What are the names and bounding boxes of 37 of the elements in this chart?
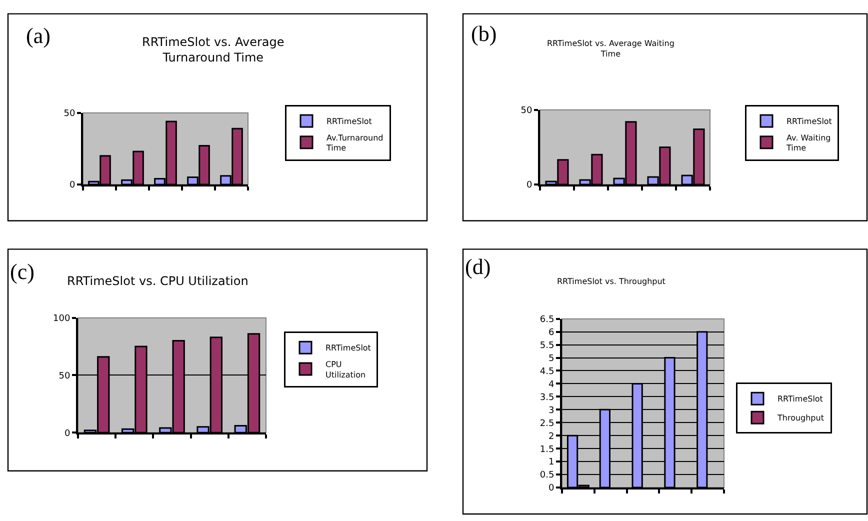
y-tick-label: 50 <box>64 109 76 120</box>
y-tick-label: 50 <box>520 106 532 116</box>
legend-label: Av.Turnaround Time <box>326 133 384 153</box>
legend-label: CPU Utilization <box>326 360 366 380</box>
chart-title: RRTimeSlot vs. Throughput <box>557 277 666 286</box>
y-tick-label: 5.5 <box>540 340 554 351</box>
y-tick-label: 100 <box>53 314 70 324</box>
text: (d) <box>465 254 491 279</box>
y-tick-label: 0 <box>526 180 532 191</box>
text: (a) <box>26 23 50 48</box>
chart-title: RRTimeSlot vs. CPU Utilization <box>67 274 248 288</box>
legend-label: RRTimeSlot <box>778 394 823 404</box>
y-tick-label: 0 <box>69 180 76 191</box>
y-tick-label: 0 <box>548 484 554 494</box>
y-tick-label: 4.5 <box>540 366 554 377</box>
y-tick-label: 2.5 <box>540 418 554 429</box>
y-tick-label: 0.5 <box>540 470 554 481</box>
y-tick-label: 3 <box>548 406 554 416</box>
legend-label: RRTimeSlot <box>786 117 832 126</box>
y-tick-label: 2 <box>548 432 554 442</box>
legend-label: Av. Waiting Time <box>786 133 831 153</box>
chart-title: RRTimeSlot vs. Average Turnaround Time <box>142 35 284 65</box>
y-tick-label: 4 <box>548 380 554 390</box>
y-tick-label: 5 <box>548 354 554 364</box>
y-tick-label: 6 <box>548 328 554 338</box>
legend-label: Throughput <box>776 414 824 423</box>
y-tick-label: 1 <box>548 458 554 468</box>
legend-label: RRTimeSlot <box>326 344 371 353</box>
text: (b) <box>471 21 497 46</box>
text: (c) <box>10 259 34 284</box>
y-tick-label: 1.5 <box>540 444 554 455</box>
legend-label: RRTimeSlot <box>326 117 372 126</box>
y-tick-label: 0 <box>64 428 70 439</box>
chart-title: RRTimeSlot vs. Average Waiting Time <box>547 39 674 58</box>
y-tick-label: 50 <box>58 371 70 382</box>
y-tick-label: 6.5 <box>540 314 554 325</box>
y-tick-label: 3.5 <box>540 392 554 403</box>
